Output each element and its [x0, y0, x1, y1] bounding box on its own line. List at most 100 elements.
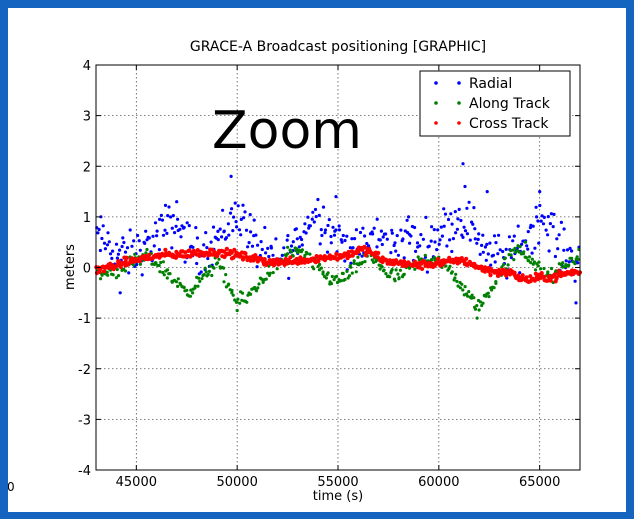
data-point	[570, 256, 574, 260]
data-point	[408, 241, 412, 245]
data-point	[448, 264, 452, 268]
data-point	[321, 270, 325, 274]
data-point	[390, 228, 394, 232]
data-point	[165, 276, 169, 280]
data-point	[513, 246, 517, 250]
data-point	[114, 276, 118, 280]
legend-marker	[457, 81, 461, 85]
data-point	[160, 218, 165, 222]
data-point	[203, 266, 207, 270]
data-point	[478, 300, 482, 304]
data-point	[257, 282, 261, 286]
data-point	[332, 233, 337, 237]
data-point	[375, 245, 379, 249]
data-point	[463, 229, 468, 233]
data-point	[114, 242, 119, 246]
data-point	[497, 267, 502, 272]
data-point	[239, 233, 243, 237]
y-tick-label: -4	[78, 464, 91, 479]
data-point	[531, 224, 535, 228]
data-point	[421, 237, 425, 241]
data-point	[547, 249, 551, 253]
data-point	[176, 277, 180, 281]
y-tick-label: 4	[83, 59, 91, 74]
data-point	[144, 229, 148, 233]
data-point	[247, 241, 251, 245]
data-point	[518, 245, 522, 249]
data-point	[202, 273, 206, 277]
data-point	[486, 291, 490, 295]
data-point	[442, 207, 446, 211]
data-point	[329, 241, 333, 245]
data-point	[463, 285, 467, 289]
data-point	[455, 227, 459, 231]
data-point	[123, 259, 128, 264]
data-point	[303, 222, 307, 226]
data-point	[433, 240, 437, 244]
data-point	[351, 246, 355, 250]
data-point	[173, 231, 177, 235]
data-point	[506, 263, 510, 267]
data-point	[307, 226, 311, 230]
data-point	[255, 265, 259, 269]
data-point	[402, 272, 406, 276]
data-point	[135, 262, 139, 267]
data-point	[486, 252, 490, 256]
data-point	[413, 225, 417, 230]
data-point	[287, 276, 291, 280]
data-point	[401, 237, 405, 241]
data-point	[161, 233, 166, 237]
data-point	[275, 267, 279, 271]
data-point	[204, 270, 208, 274]
data-point	[553, 254, 558, 259]
data-point	[537, 260, 541, 264]
data-point	[337, 228, 341, 232]
data-point	[248, 213, 252, 217]
data-point	[137, 239, 141, 243]
data-point	[161, 260, 165, 264]
data-point	[394, 249, 398, 253]
data-point	[345, 269, 349, 273]
data-point	[443, 212, 448, 216]
data-point	[138, 248, 142, 252]
data-point	[341, 233, 345, 238]
data-point	[243, 210, 247, 214]
data-point	[348, 246, 352, 250]
data-point	[289, 244, 294, 248]
chart-title: GRACE-A Broadcast positioning [GRAPHIC]	[190, 39, 486, 55]
data-point	[116, 274, 121, 278]
y-tick-label: 1	[83, 211, 91, 226]
data-point	[382, 268, 386, 272]
data-point	[440, 234, 444, 238]
data-point	[133, 252, 137, 256]
data-point	[235, 308, 239, 313]
data-point	[472, 296, 476, 300]
data-point	[378, 238, 382, 242]
data-point	[233, 201, 237, 205]
data-point	[419, 233, 423, 237]
data-point	[536, 264, 540, 268]
data-point	[303, 253, 307, 257]
data-point	[144, 251, 148, 255]
data-point	[518, 271, 522, 275]
data-point	[254, 233, 258, 237]
data-point	[137, 258, 142, 264]
data-point	[236, 204, 240, 208]
data-point	[222, 249, 227, 254]
data-point	[159, 260, 163, 265]
data-point	[227, 233, 231, 237]
data-point	[450, 249, 454, 254]
data-point	[236, 297, 240, 301]
legend: Radial Along Track Cross Track	[419, 70, 571, 137]
data-point	[464, 256, 469, 261]
data-point	[444, 264, 448, 268]
data-point	[306, 215, 310, 219]
data-point	[451, 237, 455, 241]
data-point	[557, 233, 561, 237]
data-point	[449, 212, 453, 216]
data-point	[222, 229, 226, 233]
data-point	[414, 249, 418, 253]
data-point	[197, 253, 202, 258]
data-point	[445, 244, 449, 248]
data-point	[329, 282, 334, 286]
